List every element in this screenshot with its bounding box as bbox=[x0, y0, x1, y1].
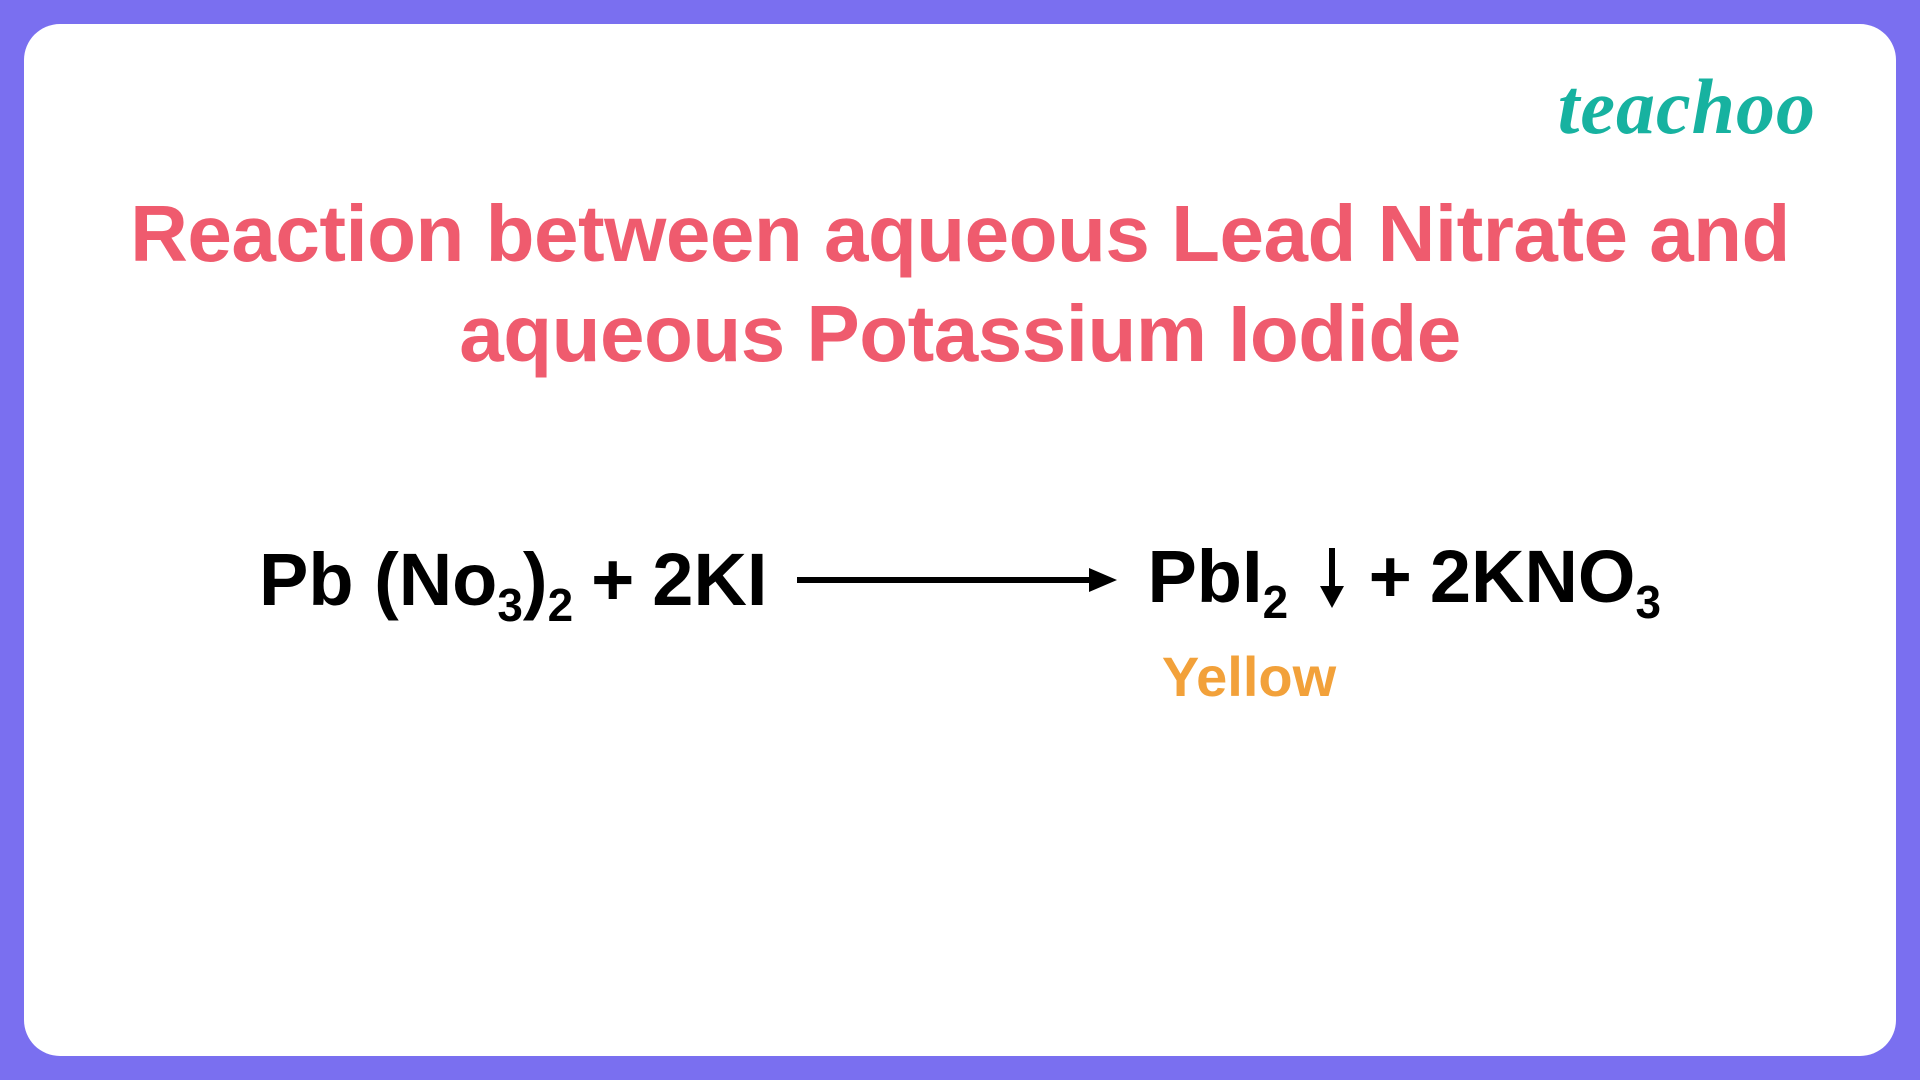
reactant-2: 2KI bbox=[652, 537, 767, 622]
brand-logo: teachoo bbox=[1558, 62, 1816, 152]
reactant-1: Pb (No3)2 bbox=[259, 537, 573, 622]
reaction-arrow bbox=[797, 560, 1117, 600]
products: PbI2 Yellow + 2KNO3 bbox=[1147, 534, 1661, 625]
reactants: Pb (No3)2 + 2KI bbox=[259, 537, 767, 622]
diagram-title: Reaction between aqueous Lead Nitrate an… bbox=[84, 184, 1836, 384]
plus-sign: + bbox=[1369, 534, 1412, 619]
product-1: PbI2 Yellow bbox=[1147, 534, 1350, 625]
plus-sign: + bbox=[591, 537, 634, 622]
product-2: 2KNO3 bbox=[1430, 534, 1661, 619]
precipitate-arrow-icon bbox=[1317, 540, 1347, 625]
content-card: teachoo Reaction between aqueous Lead Ni… bbox=[24, 24, 1896, 1056]
precipitate-color-label: Yellow bbox=[1162, 644, 1336, 709]
chemical-equation: Pb (No3)2 + 2KI PbI2 Y bbox=[84, 534, 1836, 625]
